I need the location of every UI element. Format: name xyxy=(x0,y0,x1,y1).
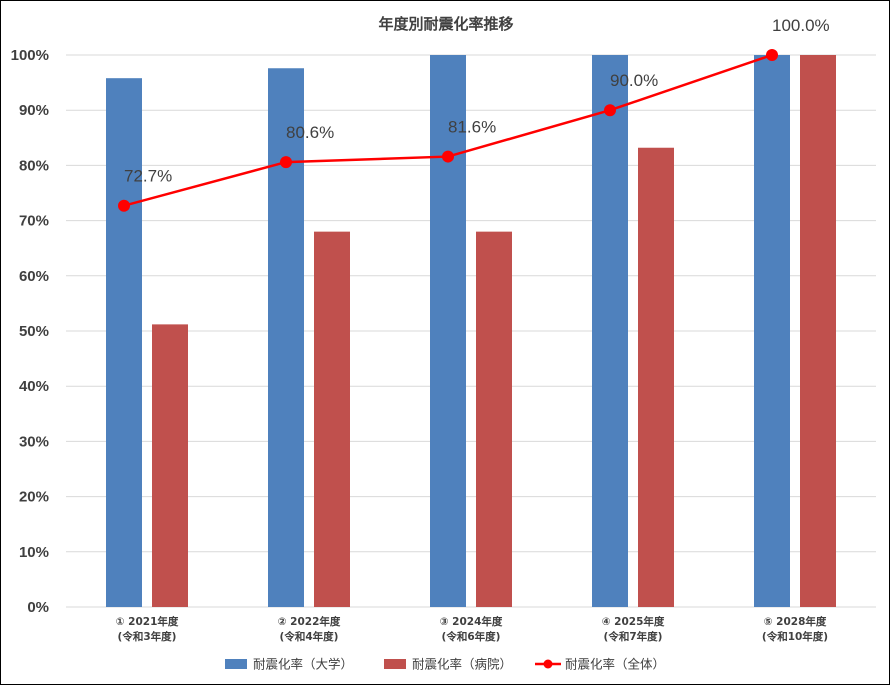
x-tick-label: ① 2021年度(令和3年度) xyxy=(116,615,179,643)
y-tick-label: 70% xyxy=(19,213,49,230)
data-label-total: 90.0% xyxy=(610,71,658,90)
y-tick-label: 100% xyxy=(11,47,49,64)
total-line-point xyxy=(280,156,292,169)
bar-hospital xyxy=(152,324,188,607)
total-line-series xyxy=(118,49,778,212)
legend-swatch xyxy=(384,659,406,669)
legend-label: 耐震化率（大学） xyxy=(253,657,353,672)
y-tick-label: 50% xyxy=(19,323,49,340)
data-labels: 72.7% 80.6% 81.6% 90.0% 100.0% xyxy=(124,16,830,186)
y-tick-label: 30% xyxy=(19,433,49,450)
y-tick-label: 10% xyxy=(19,544,49,561)
bar-hospital xyxy=(476,231,512,607)
y-tick-label: 40% xyxy=(19,378,49,395)
legend-label: 耐震化率（病院） xyxy=(412,657,512,672)
legend-swatch xyxy=(225,659,247,669)
data-label-total: 72.7% xyxy=(124,167,172,186)
gridlines xyxy=(66,54,876,608)
data-label-total: 80.6% xyxy=(286,123,334,142)
x-tick-label: ③ 2024年度(令和6年度) xyxy=(440,615,503,643)
y-tick-label: 60% xyxy=(19,268,49,285)
chart-title: 年度別耐震化率推移 xyxy=(378,15,513,33)
legend-label: 耐震化率（全体） xyxy=(565,657,665,672)
y-tick-label: 90% xyxy=(19,102,49,119)
bar-hospital xyxy=(638,147,674,607)
total-line-point xyxy=(766,49,778,61)
y-tick-label: 20% xyxy=(19,489,49,506)
bar-hospital xyxy=(314,231,350,607)
total-line-point xyxy=(604,104,616,117)
total-line-point xyxy=(442,150,454,163)
bar-university xyxy=(592,55,628,607)
legend: 耐震化率（大学） 耐震化率（病院） 耐震化率（全体） xyxy=(225,657,665,672)
x-tick-label: ⑤ 2028年度(令和10年度) xyxy=(762,615,828,643)
bar-university xyxy=(430,55,466,607)
data-label-total: 81.6% xyxy=(448,118,496,137)
total-line-point xyxy=(118,199,130,212)
legend-swatch-marker xyxy=(543,659,553,669)
bar-university xyxy=(268,68,304,608)
x-tick-label: ④ 2025年度(令和7年度) xyxy=(602,615,665,643)
bar-hospital xyxy=(800,55,836,607)
x-axis-ticks: ① 2021年度(令和3年度) ② 2022年度(令和4年度) ③ 2024年度(令… xyxy=(116,615,829,643)
y-axis-ticks: 0% 10% 20% 30% 40% 50% 60% 70% 80% 90% 100% xyxy=(11,47,49,616)
y-tick-label: 80% xyxy=(19,157,49,174)
y-tick-label: 0% xyxy=(27,599,49,616)
bars xyxy=(106,55,836,608)
x-tick-label: ② 2022年度(令和4年度) xyxy=(278,615,341,643)
bar-university xyxy=(754,55,790,607)
bar-university xyxy=(106,78,142,607)
data-label-total: 100.0% xyxy=(772,16,830,35)
